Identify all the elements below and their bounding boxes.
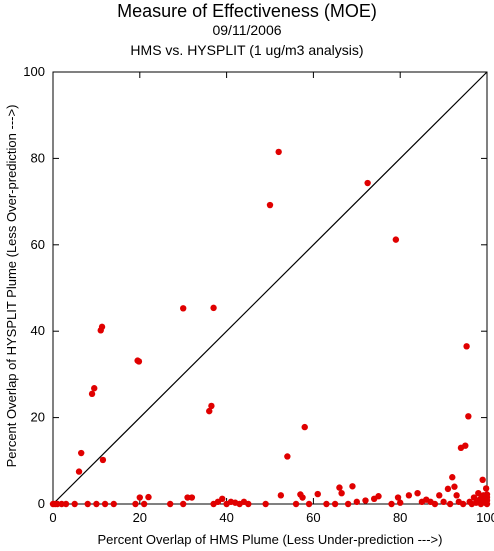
y-tick-label: 100 bbox=[23, 64, 45, 79]
x-tick-label: 40 bbox=[219, 510, 233, 525]
data-point bbox=[336, 484, 343, 491]
y-tick-label: 40 bbox=[31, 323, 45, 338]
data-point bbox=[98, 323, 106, 331]
y-tick-label: 20 bbox=[31, 410, 45, 425]
chart-subtitle: HMS vs. HYSPLIT (1 ug/m3 analysis) bbox=[130, 42, 364, 58]
data-point bbox=[344, 500, 352, 508]
data-point bbox=[299, 494, 306, 501]
data-point bbox=[436, 492, 443, 499]
data-point bbox=[180, 500, 187, 508]
x-axis-label: Percent Overlap of HMS Plume (Less Under… bbox=[98, 532, 443, 547]
data-point bbox=[219, 495, 226, 503]
data-point bbox=[84, 500, 91, 508]
data-point bbox=[463, 343, 470, 350]
data-point bbox=[479, 476, 486, 484]
data-point bbox=[459, 500, 467, 508]
data-point bbox=[101, 500, 109, 508]
data-point bbox=[446, 500, 454, 508]
data-point bbox=[305, 500, 313, 508]
data-point bbox=[75, 468, 83, 475]
data-points bbox=[49, 148, 491, 508]
chart-date: 09/11/2006 bbox=[212, 22, 282, 38]
data-point bbox=[188, 494, 196, 501]
x-tick-label: 20 bbox=[133, 510, 147, 525]
data-point bbox=[277, 492, 285, 499]
data-point bbox=[135, 358, 143, 365]
data-point bbox=[266, 201, 274, 209]
data-point bbox=[93, 500, 100, 508]
data-point bbox=[478, 493, 485, 500]
data-point bbox=[314, 490, 321, 498]
data-point bbox=[88, 390, 96, 398]
data-point bbox=[62, 500, 70, 508]
data-point bbox=[392, 236, 400, 243]
y-tick-label: 80 bbox=[31, 150, 45, 165]
reference-diagonal-line bbox=[52, 71, 488, 505]
data-point bbox=[78, 449, 85, 457]
data-point bbox=[388, 500, 395, 508]
y-tick-label: 0 bbox=[38, 496, 45, 511]
data-point bbox=[292, 500, 300, 508]
y-tick-label: 60 bbox=[31, 237, 45, 252]
data-point bbox=[301, 423, 308, 431]
axis-ticks: 0 20 40 60 80 100 0 20 40 60 80 100 bbox=[23, 64, 494, 525]
data-point bbox=[145, 493, 152, 501]
data-point bbox=[245, 500, 252, 508]
data-point bbox=[323, 500, 330, 508]
x-tick-label: 100 bbox=[476, 510, 494, 525]
data-point bbox=[482, 485, 490, 492]
data-point bbox=[440, 498, 447, 506]
data-point bbox=[132, 500, 139, 508]
plot-frame bbox=[52, 71, 488, 505]
data-point bbox=[262, 500, 269, 508]
data-point bbox=[364, 179, 371, 187]
data-point bbox=[449, 474, 456, 481]
x-tick-label: 60 bbox=[306, 510, 320, 525]
data-point bbox=[208, 402, 215, 410]
data-point bbox=[136, 494, 143, 501]
data-point bbox=[405, 492, 413, 499]
data-point bbox=[210, 304, 217, 312]
data-point bbox=[338, 490, 345, 497]
data-point bbox=[349, 483, 356, 490]
data-point bbox=[275, 148, 282, 156]
data-point bbox=[166, 500, 174, 508]
data-point bbox=[414, 490, 421, 497]
x-tick-label: 80 bbox=[393, 510, 407, 525]
x-tick-label: 0 bbox=[49, 510, 56, 525]
data-point bbox=[465, 413, 472, 420]
data-point bbox=[479, 498, 486, 506]
data-point bbox=[483, 494, 491, 501]
data-point bbox=[284, 453, 291, 460]
data-point bbox=[140, 500, 148, 508]
data-point bbox=[331, 500, 339, 508]
data-point bbox=[470, 494, 478, 501]
data-point bbox=[91, 385, 98, 392]
data-point bbox=[110, 500, 117, 508]
data-point bbox=[451, 483, 458, 490]
y-axis-label: Percent Overlap of HYSPLIT Plume (Less O… bbox=[4, 105, 19, 468]
data-point bbox=[397, 499, 404, 506]
data-point bbox=[453, 492, 460, 499]
data-point bbox=[375, 493, 382, 500]
data-point bbox=[71, 500, 78, 508]
data-point bbox=[394, 494, 402, 501]
data-point bbox=[462, 442, 469, 449]
data-point bbox=[444, 485, 452, 493]
data-point bbox=[353, 498, 360, 506]
data-point bbox=[206, 407, 213, 415]
chart-title: Measure of Effectiveness (MOE) bbox=[117, 1, 377, 21]
data-point bbox=[362, 497, 369, 504]
data-point bbox=[99, 456, 107, 464]
data-point bbox=[180, 305, 187, 312]
data-point bbox=[431, 500, 439, 508]
